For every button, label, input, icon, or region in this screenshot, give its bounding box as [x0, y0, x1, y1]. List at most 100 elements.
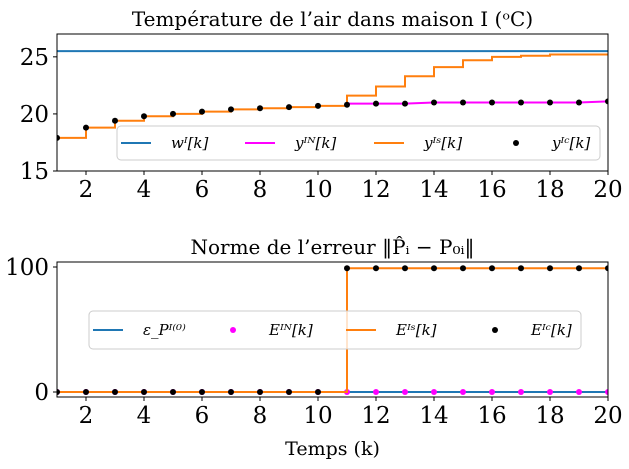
legend-label: yᴵˢ[k] [423, 134, 462, 152]
data-point [460, 99, 466, 106]
x-tick-label: 20 [593, 177, 622, 203]
data-point [199, 108, 205, 115]
data-point [576, 265, 582, 272]
y-tick-label: 25 [20, 45, 49, 71]
data-point [141, 113, 147, 120]
x-tick-label: 10 [303, 403, 332, 429]
data-point [489, 99, 495, 106]
x-tick-label: 10 [303, 177, 332, 203]
data-point [489, 389, 495, 395]
data-point [402, 265, 408, 272]
y-tick-label: 15 [20, 159, 49, 185]
legend-label: wᴵ[k] [171, 134, 209, 152]
legend-label: ε_Pᴵ⁽⁰⁾ [143, 321, 186, 339]
data-point [286, 389, 292, 395]
data-point [57, 134, 60, 141]
chart-panel-2: Norme de l’erreur ‖P̂ᵢ − P₀ᵢ‖ 2 4 6 8 10 12 14 1… [5, 235, 623, 460]
series-step-2 [57, 53, 608, 139]
data-point [344, 101, 350, 108]
x-tick-label: 20 [593, 403, 622, 429]
legend-label: yᴵᶜ[k] [551, 134, 590, 152]
x-tick-label: 2 [79, 403, 94, 429]
legend-label: Eᴵᴺ[k] [268, 321, 313, 339]
data-point [112, 117, 118, 124]
x-tick-label: 16 [477, 403, 506, 429]
series-step-2 [57, 267, 608, 393]
x-tick-label: 18 [535, 403, 564, 429]
data-point [315, 389, 321, 395]
data-point [141, 389, 147, 395]
x-tick-label: 16 [477, 177, 506, 203]
data-point [199, 389, 205, 395]
legend-label: Eᴵᶜ[k] [530, 321, 572, 339]
legend: wᴵ[k] yᴵᴺ[k] yᴵˢ[k] yᴵᶜ[k] [116, 125, 601, 161]
data-point [460, 389, 466, 395]
data-point [547, 99, 553, 106]
data-point [547, 389, 553, 395]
legend-box [116, 125, 601, 161]
legend-box [88, 310, 582, 350]
data-point [83, 389, 89, 395]
data-point [83, 124, 89, 131]
data-point [605, 389, 608, 395]
x-axis-label: Temps (k) [285, 438, 380, 460]
x-tick-label: 6 [195, 403, 210, 429]
x-tick-label: 8 [253, 403, 268, 429]
data-point [605, 265, 608, 272]
chart-title: Température de l’air dans maison I (ᵒC) [132, 7, 533, 31]
data-point [344, 265, 350, 272]
x-tick-label: 4 [137, 403, 152, 429]
legend: ε_Pᴵ⁽⁰⁾ Eᴵᴺ[k] Eᴵˢ[k] Eᴵᶜ[k] [88, 310, 582, 350]
x-tick-label: 4 [137, 177, 152, 203]
data-point [373, 389, 379, 395]
data-point [228, 106, 234, 113]
legend-label: Eᴵˢ[k] [395, 321, 437, 339]
data-point [373, 100, 379, 107]
data-point [112, 389, 118, 395]
data-point [170, 389, 176, 395]
plot-area [57, 265, 608, 395]
data-point [576, 389, 582, 395]
x-tick-label: 6 [195, 177, 210, 203]
data-point [431, 389, 437, 395]
data-point [605, 98, 608, 105]
legend-marker [230, 327, 236, 333]
data-point [489, 265, 495, 272]
x-tick-label: 18 [535, 177, 564, 203]
legend-marker [513, 140, 519, 146]
data-point [431, 99, 437, 106]
data-point [57, 389, 60, 395]
data-point [402, 100, 408, 107]
x-tick-label: 2 [79, 177, 94, 203]
data-point [431, 265, 437, 272]
x-tick-label: 12 [361, 177, 390, 203]
chart-panel-1: Température de l’air dans maison I (ᵒC) 2… [20, 7, 623, 203]
axes-frame [56, 33, 609, 172]
data-point [373, 265, 379, 272]
x-tick-label: 14 [419, 177, 448, 203]
data-point [170, 110, 176, 117]
data-point [518, 265, 524, 272]
series-line-1 [347, 100, 608, 105]
data-point [257, 105, 263, 112]
y-tick-label: 0 [34, 380, 49, 406]
x-tick-label: 8 [253, 177, 268, 203]
data-point [518, 99, 524, 106]
data-point [286, 104, 292, 111]
data-point [460, 265, 466, 272]
chart-title: Norme de l’erreur ‖P̂ᵢ − P₀ᵢ‖ [190, 235, 474, 260]
legend-marker [492, 327, 498, 333]
data-point [315, 102, 321, 109]
data-point [257, 389, 263, 395]
x-tick-label: 14 [419, 403, 448, 429]
data-point [576, 99, 582, 106]
legend-label: yᴵᴺ[k] [294, 134, 336, 152]
data-point [547, 265, 553, 272]
data-point [228, 389, 234, 395]
axes-frame [56, 261, 609, 398]
data-point [402, 389, 408, 395]
y-tick-label: 100 [5, 255, 49, 281]
y-tick-label: 20 [20, 102, 49, 128]
data-point [518, 389, 524, 395]
